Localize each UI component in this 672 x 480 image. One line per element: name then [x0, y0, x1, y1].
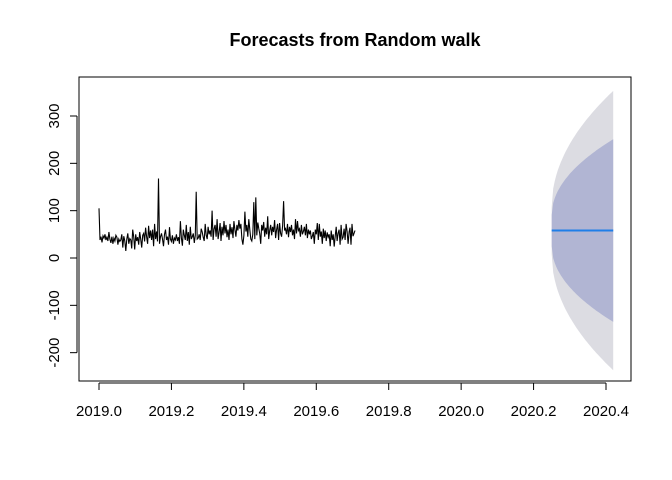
x-tick-label: 2019.6 [293, 403, 339, 420]
series-layer [99, 179, 613, 251]
plot-frame [79, 77, 631, 381]
x-tick-label: 2020.4 [583, 403, 629, 420]
x-tick-label: 2019.2 [148, 403, 194, 420]
y-tick-label: 0 [46, 254, 63, 262]
y-tick-label: -200 [46, 338, 63, 368]
x-tick-label: 2019.0 [76, 403, 122, 420]
y-tick-label: 300 [46, 103, 63, 128]
y-tick-label: 100 [46, 198, 63, 223]
x-tick-label: 2020.0 [438, 403, 484, 420]
x-tick-label: 2019.8 [366, 403, 412, 420]
x-tick-label: 2020.2 [511, 403, 557, 420]
y-tick-label: -100 [46, 290, 63, 320]
observed-series-line [99, 179, 355, 251]
y-tick-label: 200 [46, 151, 63, 176]
x-tick-label: 2019.4 [221, 403, 267, 420]
axes: 2019.0 2019.2 2019.4 2019.6 2019.8 2020.0 2020… [46, 103, 629, 420]
chart-title: Forecasts from Random walk [229, 30, 481, 50]
